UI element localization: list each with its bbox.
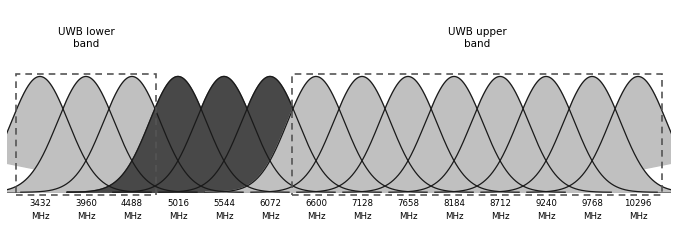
Polygon shape [0, 77, 197, 192]
Polygon shape [251, 77, 473, 192]
Polygon shape [113, 77, 335, 192]
Text: MHz: MHz [491, 212, 509, 221]
Text: MHz: MHz [31, 212, 49, 221]
Polygon shape [0, 77, 151, 192]
Text: MHz: MHz [583, 212, 601, 221]
Text: MHz: MHz [261, 212, 279, 221]
Text: 6072: 6072 [259, 199, 281, 208]
Text: UWB upper
band: UWB upper band [447, 27, 506, 49]
Text: MHz: MHz [123, 212, 141, 221]
Text: 8712: 8712 [489, 199, 511, 208]
Polygon shape [389, 77, 612, 192]
Text: MHz: MHz [629, 212, 647, 221]
Text: 4488: 4488 [121, 199, 143, 208]
Bar [292, 74, 662, 195]
Polygon shape [297, 77, 519, 192]
Text: MHz: MHz [77, 212, 95, 221]
Text: 10296: 10296 [624, 199, 652, 208]
Polygon shape [527, 77, 678, 192]
Text: MHz: MHz [215, 212, 233, 221]
Text: 5016: 5016 [167, 199, 189, 208]
Text: MHz: MHz [537, 212, 555, 221]
Text: 5544: 5544 [213, 199, 235, 208]
Text: MHz: MHz [306, 212, 325, 221]
Polygon shape [435, 77, 657, 192]
Polygon shape [481, 77, 678, 192]
Text: MHz: MHz [445, 212, 463, 221]
Text: 8184: 8184 [443, 199, 465, 208]
Text: 9240: 9240 [535, 199, 557, 208]
Polygon shape [21, 77, 243, 192]
Text: 3432: 3432 [29, 199, 51, 208]
Polygon shape [343, 77, 565, 192]
Text: UWB lower
band: UWB lower band [58, 27, 115, 49]
Text: 6600: 6600 [305, 199, 327, 208]
Text: MHz: MHz [169, 212, 187, 221]
Polygon shape [159, 77, 381, 192]
Text: 7658: 7658 [397, 199, 419, 208]
Bar [16, 74, 156, 195]
Text: MHz: MHz [353, 212, 372, 221]
Text: MHz: MHz [399, 212, 417, 221]
Polygon shape [205, 77, 427, 192]
Text: 9768: 9768 [581, 199, 603, 208]
Polygon shape [66, 77, 289, 192]
Text: 3960: 3960 [75, 199, 97, 208]
Text: 7128: 7128 [351, 199, 373, 208]
